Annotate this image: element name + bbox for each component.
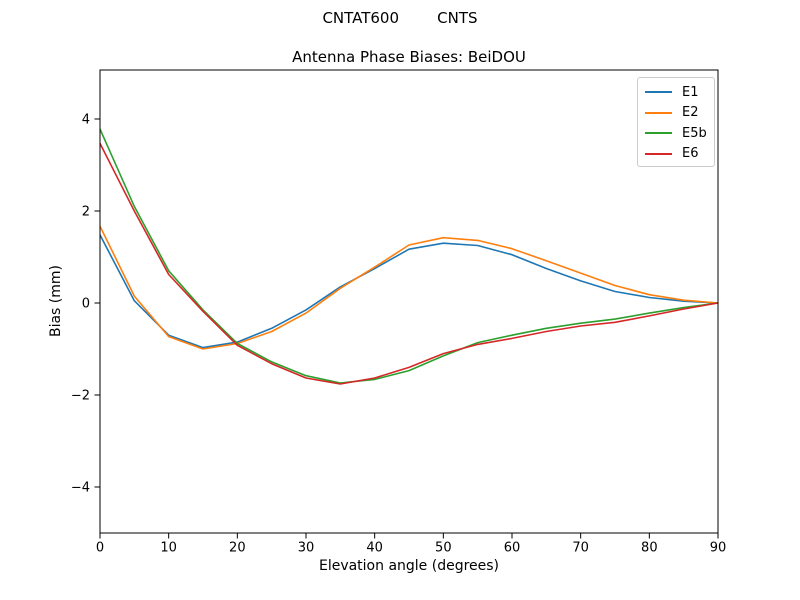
legend-line-swatch (645, 152, 672, 155)
chart-title: Antenna Phase Biases: BeiDOU (292, 48, 526, 66)
series-line-E5b (99, 128, 719, 384)
x-axis-label: Elevation angle (degrees) (318, 558, 500, 574)
legend-label: E1 (682, 84, 699, 100)
legend-line-swatch (645, 91, 672, 94)
x-tick-label: 40 (366, 541, 383, 556)
y-axis-label: Bias (mm) (48, 264, 64, 338)
legend-item-E6: E6 (645, 144, 714, 165)
series-line-E1 (99, 234, 719, 349)
y-tick-label: 0 (82, 297, 90, 312)
y-tick-label: 2 (82, 205, 90, 220)
plot-border (99, 69, 719, 534)
legend-item-E2: E2 (645, 103, 714, 124)
y-tick-label: −2 (71, 389, 90, 404)
legend-label: E5b (682, 125, 707, 141)
x-tick-label: 90 (710, 541, 727, 556)
series-line-E6 (99, 143, 719, 385)
legend-label: E2 (682, 105, 699, 121)
y-tick-label: 4 (82, 113, 90, 128)
legend-item-E1: E1 (645, 82, 714, 103)
x-tick-label: 0 (96, 541, 104, 556)
x-tick-label: 10 (160, 541, 177, 556)
series-line-E2 (99, 225, 719, 350)
x-tick-label: 60 (504, 541, 521, 556)
legend-label: E6 (682, 146, 699, 162)
x-tick-label: 50 (435, 541, 452, 556)
legend-item-E5b: E5b (645, 123, 714, 144)
x-tick-label: 30 (298, 541, 315, 556)
legend: E1 E2 E5b E6 (637, 77, 715, 167)
x-tick-label: 80 (641, 541, 658, 556)
y-tick-label: −4 (71, 481, 90, 496)
x-tick-label: 20 (229, 541, 246, 556)
figure-title: CNTAT600 CNTS (322, 9, 478, 27)
x-tick-label: 70 (572, 541, 589, 556)
legend-line-swatch (645, 132, 672, 135)
legend-line-swatch (645, 111, 672, 114)
